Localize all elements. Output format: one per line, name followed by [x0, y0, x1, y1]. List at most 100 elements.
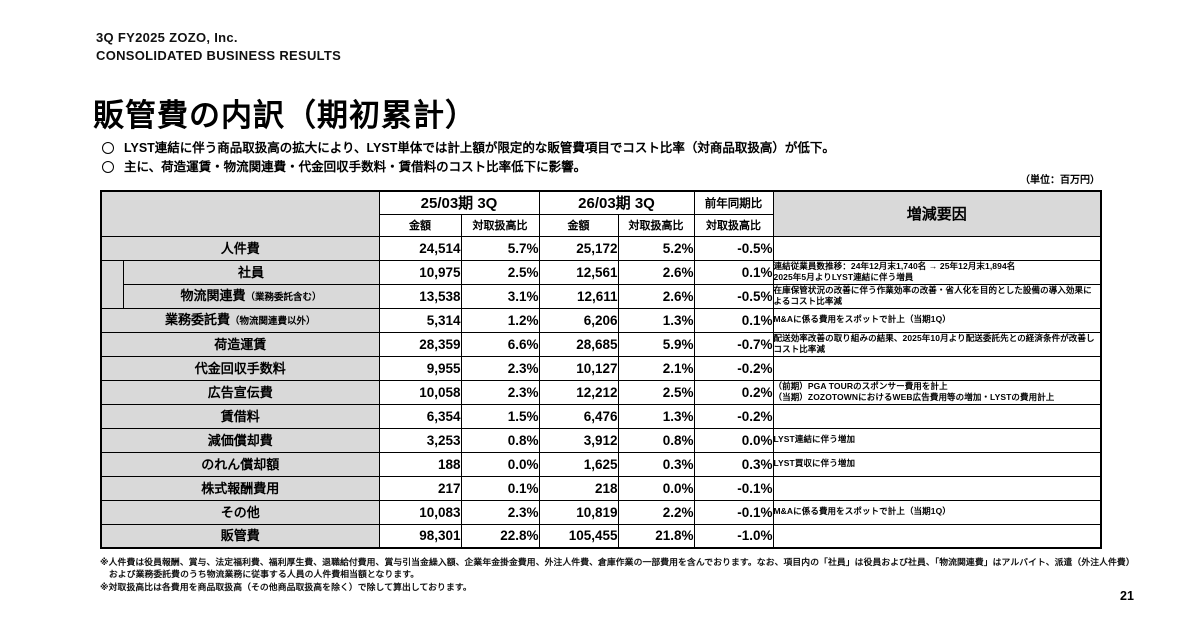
row-label-text: 人件費 — [220, 240, 260, 256]
row-label-text: 業務委託費 — [164, 312, 230, 328]
ratio-subheader: 対取扱高比 — [617, 213, 695, 237]
sgna-table-body: 人件費 24,514 5.7% 25,172 5.2% -0.5% 社員 10,975 2.5%… — [100, 235, 1102, 549]
row-label: 荷造運賃 — [100, 331, 380, 357]
sgna-breakdown-table: 25/03期 3Q 26/03期 3Q 前年同期比 増減要因 金額 対取扱高比 … — [100, 190, 1102, 549]
py-ratio-cell: 0.0% — [460, 451, 540, 477]
yoy-cell: 0.1% — [693, 307, 774, 333]
py-ratio-cell: 1.5% — [460, 403, 540, 429]
table-row: 業務委託費（物流関連費以外） 5,314 1.2% 6,206 1.3% 0.1% M&Aに… — [100, 307, 1102, 333]
bullet-text: LYST連結に伴う商品取扱高の拡大により、LYST単体では計上額が限定的な販管費… — [124, 141, 835, 155]
yoy-cell: -1.0% — [693, 523, 774, 549]
cy-ratio-cell: 5.2% — [617, 235, 695, 261]
py-amount-cell: 6,354 — [378, 403, 462, 429]
reason-cell — [772, 523, 1102, 549]
table-row: 代金回収手数料 9,955 2.3% 10,127 2.1% -0.2% — [100, 355, 1102, 381]
cy-amount-cell: 28,685 — [538, 331, 619, 357]
table-row: 賃借料 6,354 1.5% 6,476 1.3% -0.2% — [100, 403, 1102, 429]
amount-subheader: 金額 — [378, 213, 462, 237]
py-ratio-cell: 1.2% — [460, 307, 540, 333]
table-row: のれん償却額 188 0.0% 1,625 0.3% 0.3% LYST買収に伴う増加 — [100, 451, 1102, 477]
yoy-cell: -0.1% — [693, 499, 774, 525]
py-ratio-cell: 2.3% — [460, 499, 540, 525]
py-ratio-cell: 2.5% — [460, 259, 540, 285]
row-label-note: （物流関連費以外） — [230, 316, 316, 328]
row-label-text: 減価償却費 — [207, 432, 273, 448]
ratio-subheader: 対取扱高比 — [460, 213, 540, 237]
yoy-cell: 0.1% — [693, 259, 774, 285]
py-ratio-cell: 22.8% — [460, 523, 540, 549]
summary-bullets: LYST連結に伴う商品取扱高の拡大により、LYST単体では計上額が限定的な販管費… — [100, 140, 835, 179]
py-amount-cell: 24,514 — [378, 235, 462, 261]
table-row: 減価償却費 3,253 0.8% 3,912 0.8% 0.0% LYST連結に伴う増加 — [100, 427, 1102, 453]
cy-ratio-cell: 2.1% — [617, 355, 695, 381]
row-label: 賃借料 — [100, 403, 380, 429]
reason-cell: LYST連結に伴う増加 — [772, 427, 1102, 453]
py-ratio-cell: 0.8% — [460, 427, 540, 453]
table-row: 株式報酬費用 217 0.1% 218 0.0% -0.1% — [100, 475, 1102, 501]
py-amount-cell: 10,083 — [378, 499, 462, 525]
reason-cell — [772, 403, 1102, 429]
row-label-text: 株式報酬費用 — [201, 480, 280, 496]
py-amount-cell: 217 — [378, 475, 462, 501]
row-label-note: （業務委託含む） — [245, 292, 322, 304]
row-label: 販管費 — [100, 523, 380, 549]
bullet-item: 主に、荷造運賃・物流関連費・代金回収手数料・賃借料のコスト比率低下に影響。 — [100, 159, 835, 175]
yoy-cell: 0.2% — [693, 379, 774, 405]
row-label: 人件費 — [100, 235, 380, 261]
period-current-header: 26/03期 3Q — [538, 190, 695, 215]
cy-amount-cell: 6,476 — [538, 403, 619, 429]
py-ratio-cell: 0.1% — [460, 475, 540, 501]
cy-amount-cell: 10,127 — [538, 355, 619, 381]
cy-amount-cell: 105,455 — [538, 523, 619, 549]
table-row: 物流関連費（業務委託含む） 13,538 3.1% 12,611 2.6% -0.5% 在庫… — [101, 283, 1102, 309]
py-amount-cell: 188 — [378, 451, 462, 477]
cy-amount-cell: 6,206 — [538, 307, 619, 333]
cy-ratio-cell: 2.6% — [617, 259, 695, 285]
row-label-text: 物流関連費 — [180, 288, 246, 304]
yoy-cell: -0.2% — [693, 355, 774, 381]
amount-subheader: 金額 — [538, 213, 619, 237]
row-label-text: のれん償却額 — [201, 456, 280, 472]
cy-amount-cell: 1,625 — [538, 451, 619, 477]
circle-bullet-icon — [102, 142, 114, 154]
footnotes: ※人件費は役員報酬、賞与、法定福利費、福利厚生費、退職給付費用、賞与引当金繰入額… — [100, 556, 1135, 593]
reason-cell — [772, 475, 1102, 501]
table-row: その他 10,083 2.3% 10,819 2.2% -0.1% M&Aに係る費用をスポッ… — [100, 499, 1102, 525]
py-amount-cell: 10,975 — [378, 259, 462, 285]
py-ratio-cell: 2.3% — [460, 379, 540, 405]
row-label: 広告宣伝費 — [100, 379, 380, 405]
footnote-line: ※対取扱高比は各費用を商品取扱高（その他商品取扱高を除く）で除して算出しておりま… — [100, 581, 472, 592]
cy-ratio-cell: 2.5% — [617, 379, 695, 405]
row-label: 物流関連費（業務委託含む） — [122, 283, 380, 309]
yoy-cell: -0.5% — [693, 283, 774, 309]
page-number: 21 — [1120, 589, 1134, 603]
row-label-text: 代金回収手数料 — [194, 360, 286, 376]
reason-cell: 連結従業員数推移：24年12月末1,740名 → 25年12月末1,894名 2… — [772, 259, 1102, 285]
yoy-cell: -0.7% — [693, 331, 774, 357]
footnote-line: および業務委託費のうち物流業務に従事する人員の人件費相当額となります。 — [100, 569, 420, 580]
cy-amount-cell: 12,611 — [538, 283, 619, 309]
row-label: その他 — [100, 499, 380, 525]
cy-ratio-cell: 1.3% — [617, 307, 695, 333]
reason-cell: LYST買収に伴う増加 — [772, 451, 1102, 477]
reason-cell: （前期）PGA TOURのスポンサー費用を計上 （当期）ZOZOTOWNにおける… — [772, 379, 1102, 405]
yoy-cell: -0.2% — [693, 403, 774, 429]
row-label: 社員 — [122, 259, 380, 285]
bullet-item: LYST連結に伴う商品取扱高の拡大により、LYST単体では計上額が限定的な販管費… — [100, 140, 835, 156]
table-row: 人件費 24,514 5.7% 25,172 5.2% -0.5% — [100, 235, 1102, 261]
py-amount-cell: 13,538 — [378, 283, 462, 309]
circle-bullet-icon — [102, 161, 114, 174]
label-indent-spacer — [100, 259, 124, 309]
py-amount-cell: 98,301 — [378, 523, 462, 549]
py-amount-cell: 9,955 — [378, 355, 462, 381]
row-label: 株式報酬費用 — [100, 475, 380, 501]
reason-cell: 在庫保管状況の改善に伴う作業効率の改善・省人化を目的とした設備の導入効果によるコ… — [772, 283, 1102, 309]
py-ratio-cell: 2.3% — [460, 355, 540, 381]
cy-amount-cell: 10,819 — [538, 499, 619, 525]
cy-amount-cell: 218 — [538, 475, 619, 501]
yoy-cell: -0.5% — [693, 235, 774, 261]
cy-ratio-cell: 0.0% — [617, 475, 695, 501]
row-label-text: 販管費 — [220, 528, 260, 544]
row-label-text: 広告宣伝費 — [207, 384, 273, 400]
cy-amount-cell: 12,561 — [538, 259, 619, 285]
